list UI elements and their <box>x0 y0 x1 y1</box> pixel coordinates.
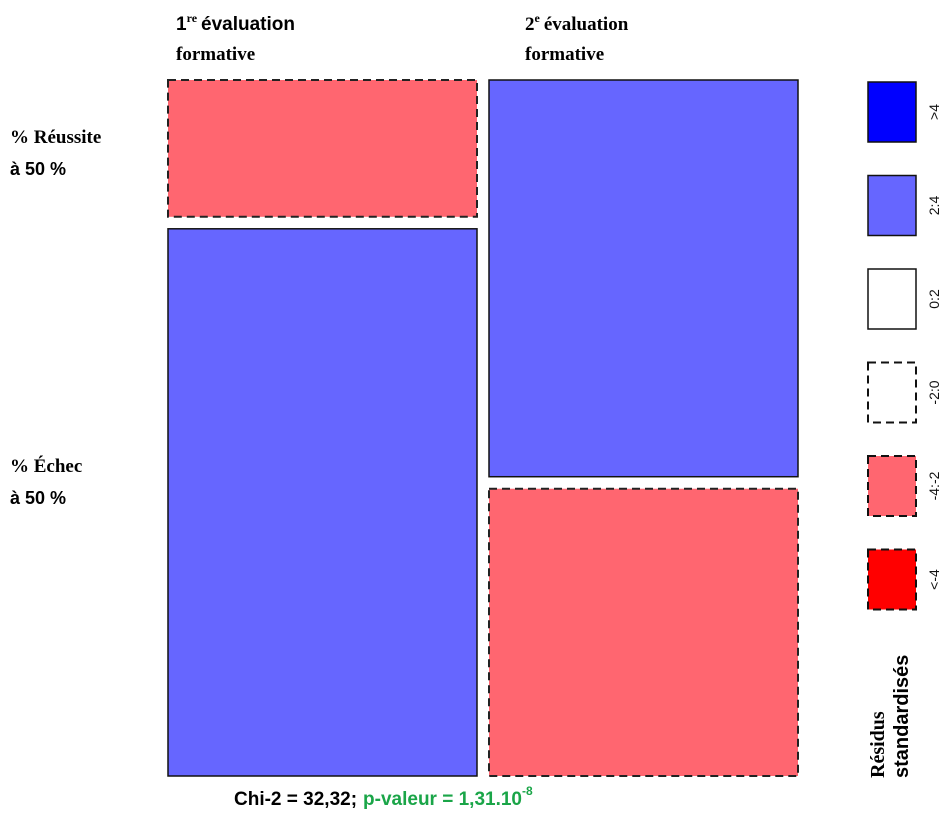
column-header-2-line2: formative <box>525 44 604 65</box>
tile-col1-row1 <box>167 79 478 218</box>
tile-col2-row1 <box>488 79 799 478</box>
column-header-1-line2: formative <box>176 44 255 65</box>
legend-swatch-6 <box>867 548 917 611</box>
column-header-2-line1: 2e évaluation <box>525 11 629 35</box>
legend-label-1: >4 <box>926 104 941 120</box>
legend-label-3: 0:2 <box>926 289 941 309</box>
legend-label-6: <-4 <box>926 569 941 590</box>
chi2-statistic: Chi-2 = 32,32; p-valeur = 1,31.10-8 <box>234 784 533 810</box>
p-value-exponent: -8 <box>522 784 533 798</box>
legend-title-line2: standardisés <box>891 655 913 778</box>
row-label-success-line1: % Réussite <box>10 127 101 148</box>
chi2-text: Chi-2 = 32,32; <box>234 789 357 810</box>
legend-label-2: 2:4 <box>926 196 941 216</box>
tile-col2-row2 <box>488 487 799 777</box>
legend-swatch-4 <box>867 361 917 424</box>
row-label-success-line2: à 50 % <box>10 159 66 179</box>
legend: >4 2:4 0:2 -2:0 -4:-2 <-4 <box>867 81 941 611</box>
legend-title-line1: Résidus <box>867 711 889 778</box>
mosaic-tiles <box>167 79 799 777</box>
tile-col1-row2 <box>167 228 478 777</box>
row-label-failure-line1: % Échec <box>10 455 82 477</box>
legend-label-5: -4:-2 <box>926 471 941 500</box>
legend-swatch-3 <box>867 268 917 330</box>
legend-swatch-1 <box>867 81 917 143</box>
p-value-text: p-valeur = 1,31.10 <box>363 789 522 810</box>
legend-swatch-2 <box>867 174 917 237</box>
legend-swatch-5 <box>867 455 917 517</box>
row-label-failure-line2: à 50 % <box>10 488 66 508</box>
legend-label-4: -2:0 <box>926 380 941 404</box>
column-header-1-line1: 1re évaluation <box>176 11 295 35</box>
